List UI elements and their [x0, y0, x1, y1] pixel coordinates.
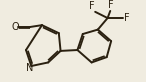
Text: O: O: [12, 22, 19, 32]
Text: F: F: [124, 13, 130, 23]
Text: F: F: [108, 0, 114, 10]
Text: N: N: [26, 63, 34, 73]
Text: F: F: [89, 1, 94, 11]
